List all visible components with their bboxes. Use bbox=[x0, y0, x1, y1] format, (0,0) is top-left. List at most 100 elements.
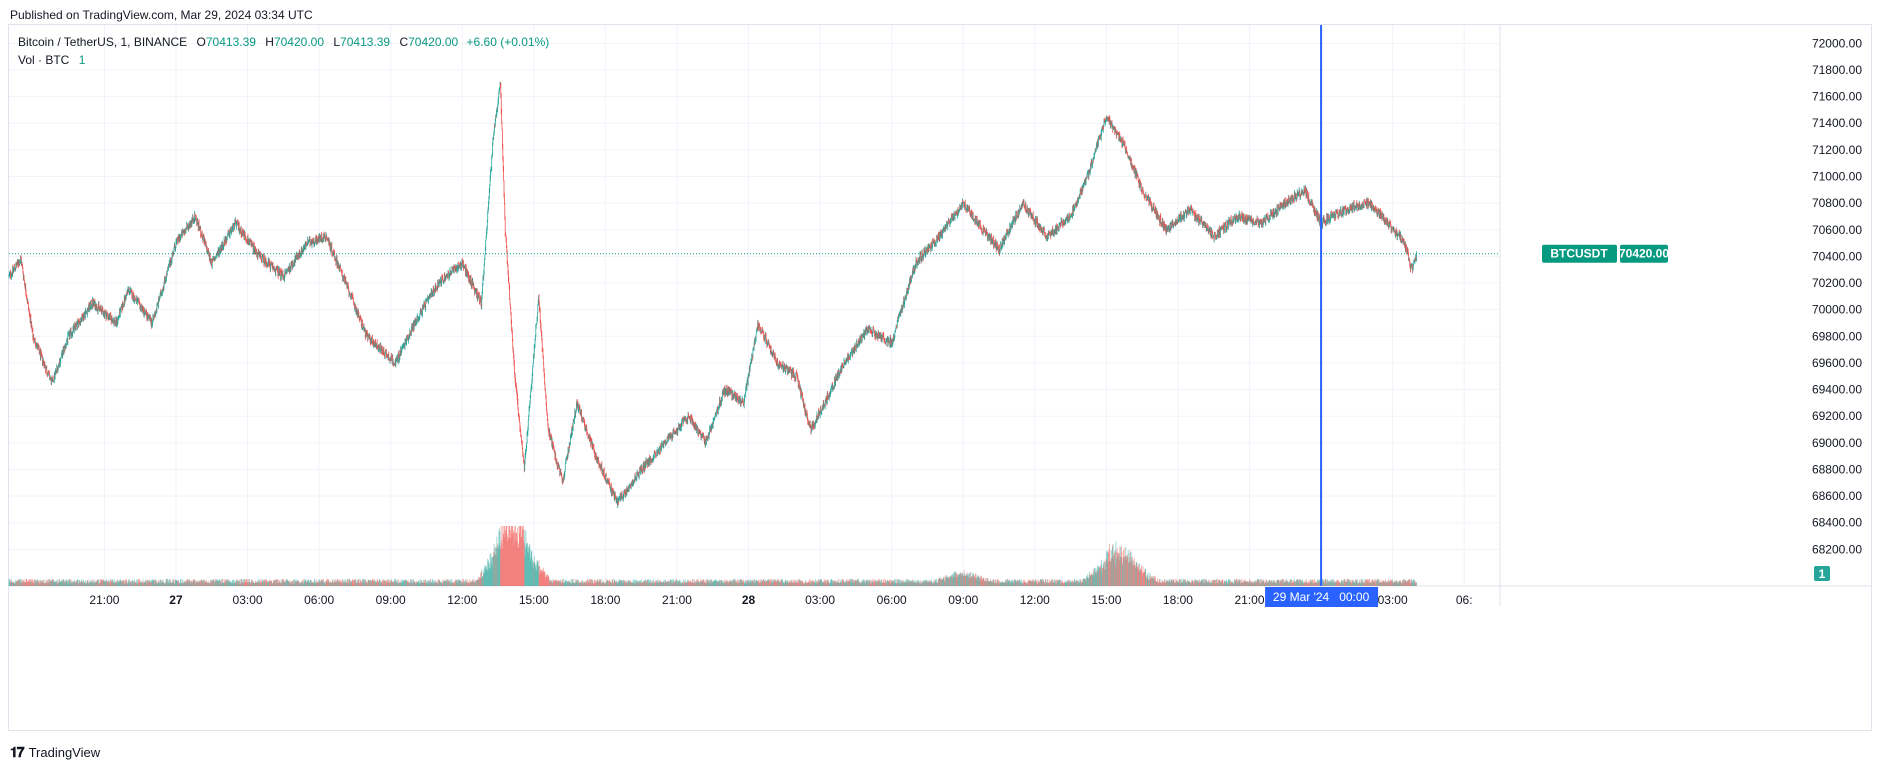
volume-bar bbox=[314, 579, 316, 586]
volume-bar bbox=[82, 579, 84, 586]
volume-bar bbox=[181, 578, 183, 586]
y-tick-label: 70600.00 bbox=[1812, 223, 1862, 237]
volume-bar bbox=[466, 579, 468, 586]
volume-bar bbox=[31, 579, 33, 586]
volume-bar bbox=[203, 579, 204, 586]
volume-bar bbox=[194, 579, 196, 586]
y-tick-label: 68200.00 bbox=[1812, 542, 1862, 556]
y-tick-label: 71600.00 bbox=[1812, 90, 1862, 104]
volume-bar bbox=[84, 580, 86, 586]
y-tick-label: 69000.00 bbox=[1812, 436, 1862, 450]
volume-bar bbox=[154, 579, 155, 586]
volume-bar bbox=[302, 579, 304, 586]
volume-bar bbox=[34, 579, 35, 586]
volume-bar bbox=[70, 579, 72, 586]
volume-bar bbox=[538, 559, 540, 586]
volume-bar bbox=[395, 578, 397, 586]
x-tick-label: 21:00 bbox=[662, 593, 692, 607]
x-tick-label: 21:00 bbox=[89, 593, 119, 607]
volume-bar bbox=[124, 580, 126, 586]
y-tick-label: 70000.00 bbox=[1812, 303, 1862, 317]
volume-bar bbox=[136, 579, 138, 586]
x-tick-label: 18:00 bbox=[1163, 593, 1193, 607]
volume-bar bbox=[436, 579, 438, 586]
volume-bar bbox=[347, 578, 349, 586]
y-tick-label: 71000.00 bbox=[1812, 169, 1862, 183]
volume-bar bbox=[280, 579, 282, 586]
volume-bar bbox=[126, 579, 128, 586]
volume-bar bbox=[429, 578, 431, 586]
volume-bar bbox=[360, 580, 362, 586]
x-tick-label: 06:00 bbox=[877, 593, 907, 607]
x-tick-label: 06: bbox=[1456, 593, 1473, 607]
y-tick-label: 70200.00 bbox=[1812, 276, 1862, 290]
volume-bar bbox=[129, 579, 130, 586]
volume-bar bbox=[239, 580, 241, 586]
x-tick-label: 12:00 bbox=[447, 593, 477, 607]
y-tick-label: 69200.00 bbox=[1812, 409, 1862, 423]
volume-bar bbox=[180, 579, 182, 586]
volume-bar bbox=[293, 579, 295, 586]
volume-bar bbox=[142, 579, 144, 586]
volume-bar bbox=[292, 580, 294, 586]
volume-bar bbox=[241, 578, 243, 586]
x-tick-label: 18:00 bbox=[590, 593, 620, 607]
volume-bar bbox=[382, 579, 384, 586]
volume-bar bbox=[323, 579, 324, 586]
volume-bar bbox=[398, 579, 400, 586]
volume-bar bbox=[221, 578, 223, 586]
y-tick-label: 71400.00 bbox=[1812, 116, 1862, 130]
x-tick-label: 12:00 bbox=[1020, 593, 1050, 607]
volume-bar bbox=[465, 579, 467, 586]
volume-bar bbox=[43, 579, 45, 586]
volume-group bbox=[8, 526, 1417, 586]
volume-bar bbox=[113, 579, 115, 586]
volume-bar bbox=[419, 579, 421, 586]
y-tick-label: 71800.00 bbox=[1812, 63, 1862, 77]
volume-bar bbox=[423, 579, 425, 586]
y-tick-label: 70400.00 bbox=[1812, 249, 1862, 263]
x-tick-label: 03:00 bbox=[233, 593, 263, 607]
volume-bar bbox=[20, 578, 21, 586]
volume-bar bbox=[173, 580, 175, 586]
y-tick-label: 68600.00 bbox=[1812, 489, 1862, 503]
y-tick-label: 68400.00 bbox=[1812, 516, 1862, 530]
volume-bar bbox=[442, 579, 444, 586]
volume-bar bbox=[364, 579, 365, 586]
volume-bar bbox=[123, 580, 125, 586]
x-tick-label: 15:00 bbox=[519, 593, 549, 607]
published-caption: Published on TradingView.com, Mar 29, 20… bbox=[10, 8, 313, 22]
volume-bar bbox=[57, 579, 59, 586]
volume-bar bbox=[145, 580, 147, 586]
x-tick-label: 27 bbox=[169, 593, 183, 607]
volume-bar bbox=[380, 580, 382, 586]
volume-bar bbox=[32, 579, 34, 586]
volume-bar bbox=[271, 579, 273, 586]
x-tick-label: 09:00 bbox=[376, 593, 406, 607]
x-tick-label: 03:00 bbox=[1378, 593, 1408, 607]
y-tick-label: 69400.00 bbox=[1812, 383, 1862, 397]
x-tick-label: 03:00 bbox=[805, 593, 835, 607]
volume-bar bbox=[160, 580, 162, 586]
volume-bar bbox=[35, 579, 37, 586]
x-tick-label: 15:00 bbox=[1091, 593, 1121, 607]
y-tick-label: 70800.00 bbox=[1812, 196, 1862, 210]
volume-bar bbox=[63, 578, 65, 586]
volume-bar bbox=[87, 579, 89, 586]
volume-bar bbox=[232, 579, 233, 586]
volume-bar bbox=[242, 578, 244, 586]
x-tick-label: 09:00 bbox=[948, 593, 978, 607]
volume-bar bbox=[122, 580, 124, 586]
candles-group bbox=[8, 81, 1417, 509]
volume-bar bbox=[341, 580, 343, 586]
y-tick-label: 71200.00 bbox=[1812, 143, 1862, 157]
volume-bar bbox=[469, 579, 471, 586]
y-tick-label: 69800.00 bbox=[1812, 329, 1862, 343]
volume-bar bbox=[168, 579, 170, 586]
volume-bar bbox=[302, 579, 303, 586]
y-tick-label: 68800.00 bbox=[1812, 462, 1862, 476]
volume-bar bbox=[98, 579, 99, 586]
volume-bar bbox=[222, 578, 224, 586]
volume-bar bbox=[137, 579, 138, 586]
